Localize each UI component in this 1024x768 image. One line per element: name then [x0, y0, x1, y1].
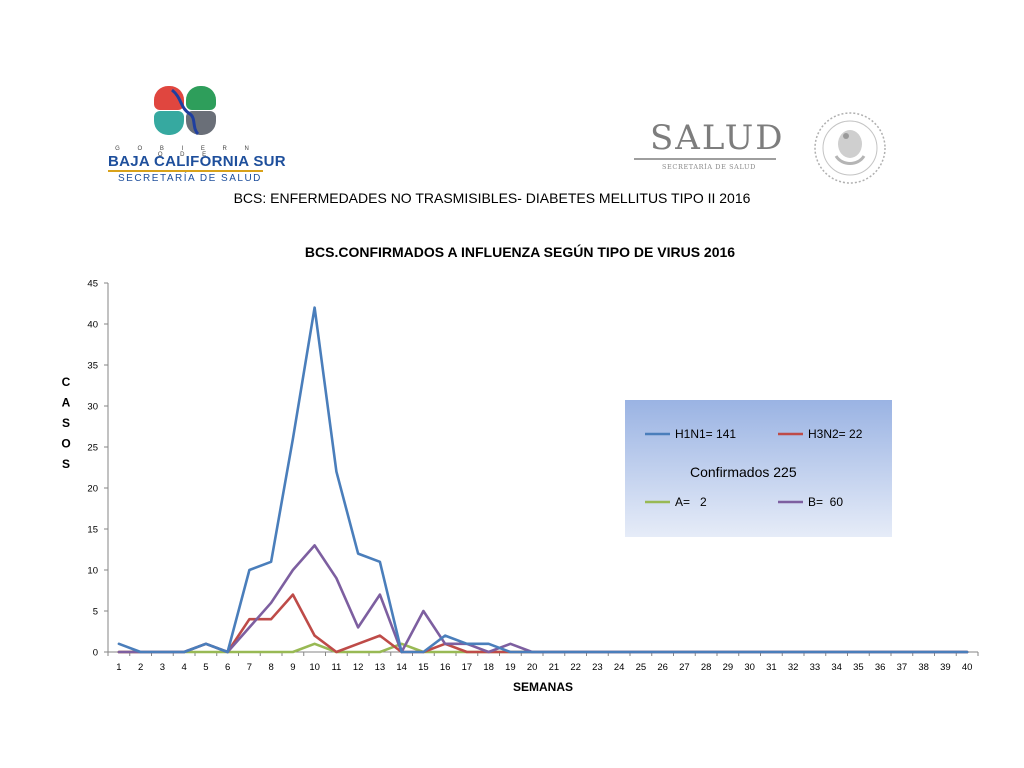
salud-logo-sub: SECRETARÍA DE SALUD — [662, 163, 756, 171]
x-tick-label: 37 — [897, 662, 908, 673]
series-lines — [117, 306, 969, 654]
legend-box — [625, 400, 892, 537]
series-line-3 — [117, 544, 969, 654]
salud-logo-word: SALUD — [650, 118, 785, 158]
x-tick-label: 32 — [788, 662, 799, 673]
legend-entry-label: A= 2 — [675, 495, 707, 509]
x-tick-label: 17 — [462, 662, 473, 673]
y-tick-label: 0 — [93, 648, 98, 659]
x-tick-label: 14 — [396, 662, 407, 673]
x-tick-label: 18 — [483, 662, 494, 673]
y-tick-label: 10 — [87, 566, 98, 577]
x-tick-label: 38 — [918, 662, 929, 673]
legend-entry-label: B= 60 — [808, 495, 843, 509]
x-tick-label: 5 — [203, 662, 208, 673]
y-tick-label: 40 — [87, 320, 98, 331]
x-tick-label: 13 — [375, 662, 386, 673]
x-tick-label: 22 — [570, 662, 581, 673]
y-axis-label-letter: S — [62, 457, 70, 471]
x-tick-label: 30 — [744, 662, 755, 673]
government-label: G O B I E R N O D E — [115, 146, 257, 158]
y-tick-label: 35 — [87, 361, 98, 372]
x-tick-label: 15 — [418, 662, 429, 673]
x-tick-label: 20 — [527, 662, 538, 673]
x-tick-label: 19 — [505, 662, 516, 673]
chart-title: BCS.CONFIRMADOS A INFLUENZA SEGÚN TIPO D… — [305, 243, 735, 260]
x-tick-label: 6 — [225, 662, 230, 673]
y-axis-label-letter: A — [62, 396, 71, 410]
x-tick-label: 27 — [679, 662, 690, 673]
x-tick-label: 4 — [181, 662, 186, 673]
x-tick-label: 39 — [940, 662, 951, 673]
x-tick-label: 26 — [657, 662, 668, 673]
y-axis-ticks: 0 5 10 15 20 25 30 35 40 45 — [87, 279, 108, 659]
y-tick-label: 25 — [87, 443, 98, 454]
x-tick-label: 9 — [290, 662, 295, 673]
x-tick-label: 3 — [160, 662, 165, 673]
y-tick-label: 45 — [87, 279, 98, 290]
x-tick-label: 8 — [268, 662, 273, 673]
legend-entry-label: H1N1= 141 — [675, 427, 736, 441]
chart-legend: Confirmados 225 H1N1= 141 H3N2= 22 A= 2 B= … — [625, 400, 892, 537]
x-axis-ticks: 1 2 3 4 5 6 7 8 9 10 11 12 13 14 15 16 17 18 19 20 21 22 23 24 2… — [107, 652, 979, 673]
x-tick-label: 21 — [549, 662, 560, 673]
x-tick-label: 31 — [766, 662, 777, 673]
x-tick-label: 7 — [247, 662, 252, 673]
x-tick-label: 40 — [962, 662, 973, 673]
y-tick-label: 20 — [87, 484, 98, 495]
y-axis-label-letter: C — [62, 375, 71, 389]
y-tick-label: 15 — [87, 525, 98, 536]
state-secretariat: SECRETARÍA DE SALUD — [118, 173, 262, 184]
x-tick-label: 23 — [592, 662, 603, 673]
x-tick-label: 35 — [853, 662, 864, 673]
x-tick-label: 29 — [723, 662, 734, 673]
x-tick-label: 34 — [831, 662, 842, 673]
salud-logo-rule — [634, 158, 776, 160]
x-tick-label: 36 — [875, 662, 886, 673]
state-name: BAJA CALIFORNIA SUR — [108, 153, 286, 170]
y-axis-label-letter: S — [62, 416, 70, 430]
legend-note: Confirmados 225 — [690, 464, 797, 480]
x-tick-label: 25 — [636, 662, 647, 673]
series-line-0 — [117, 306, 969, 654]
x-tick-label: 24 — [614, 662, 625, 673]
bcs-shield-icon — [152, 84, 218, 136]
page-heading: BCS: ENFERMEDADES NO TRASMISIBLES- DIABE… — [233, 190, 751, 206]
x-tick-label: 16 — [440, 662, 451, 673]
x-tick-label: 2 — [138, 662, 143, 673]
mexico-national-seal-icon — [814, 112, 886, 184]
y-tick-label: 5 — [93, 607, 98, 618]
legend-entry-label: H3N2= 22 — [808, 427, 863, 441]
y-axis-label-letter: O — [61, 437, 70, 451]
x-tick-label: 33 — [810, 662, 821, 673]
series-line-1 — [117, 593, 969, 654]
x-axis-label: SEMANAS — [513, 680, 573, 694]
y-tick-label: 30 — [87, 402, 98, 413]
x-tick-label: 11 — [331, 662, 341, 673]
x-tick-label: 28 — [701, 662, 712, 673]
state-divider — [108, 170, 263, 172]
x-tick-label: 1 — [116, 662, 121, 673]
x-tick-label: 12 — [353, 662, 364, 673]
x-tick-label: 10 — [309, 662, 320, 673]
